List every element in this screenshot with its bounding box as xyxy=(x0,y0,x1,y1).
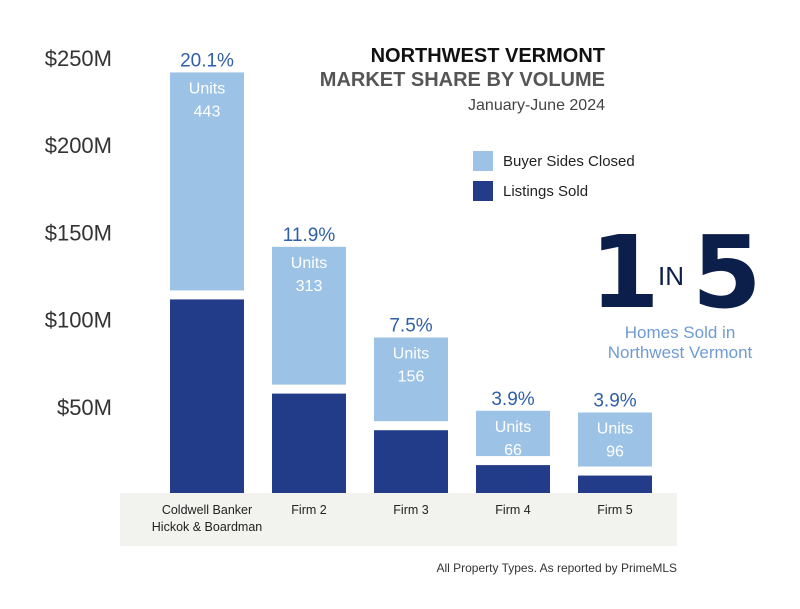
units-label-3: Units xyxy=(495,419,531,436)
one-in-five-stat: 1 IN 5 Homes Sold in Northwest Vermont xyxy=(590,215,770,365)
share-label-2: 7.5% xyxy=(389,316,432,337)
y-tick-label-1: $100M xyxy=(45,308,112,333)
legend-label-buyer-sides: Buyer Sides Closed xyxy=(503,152,635,170)
share-label-1: 11.9% xyxy=(283,225,336,246)
x-tick-label-3-0: Firm 4 xyxy=(495,503,530,517)
legend-item-listings-sold: Listings Sold xyxy=(473,180,635,202)
bars: 20.1% Units 443 11.9% Units 313 7.5% Units 156 3.… xyxy=(170,50,652,493)
units-value-4: 96 xyxy=(606,443,624,460)
bar-buyer-sides-1 xyxy=(272,246,346,385)
units-label-4: Units xyxy=(597,420,633,437)
bar-listings-sold-2 xyxy=(374,430,448,493)
units-value-3: 66 xyxy=(504,442,522,459)
bar-listings-sold-1 xyxy=(272,393,346,493)
legend-label-listings-sold: Listings Sold xyxy=(503,182,589,200)
x-tick-label-2-0: Firm 3 xyxy=(393,503,428,517)
y-tick-label-3: $200M xyxy=(45,133,112,158)
bar-buyer-sides-3 xyxy=(476,410,550,457)
stat-denominator: 5 xyxy=(692,214,762,331)
units-value-0: 443 xyxy=(194,103,221,120)
share-label-0: 20.1% xyxy=(180,50,234,71)
y-tick-label-2: $150M xyxy=(45,220,112,245)
x-tick-label-4-0: Firm 5 xyxy=(597,503,632,517)
stat-numerator: 1 xyxy=(590,214,660,331)
stat-caption-line-2: Northwest Vermont xyxy=(607,343,753,362)
share-label-4: 3.9% xyxy=(593,390,636,411)
units-value-2: 156 xyxy=(398,369,425,386)
bar-buyer-sides-4 xyxy=(578,412,652,467)
title-line-2: MARKET SHARE BY VOLUME xyxy=(319,69,605,91)
bar-buyer-sides-2 xyxy=(374,337,448,422)
x-axis: Coldwell Banker Hickok & Boardman Firm 2 Fi… xyxy=(152,503,633,534)
footnote: All Property Types. As reported by Prime… xyxy=(436,561,677,575)
category-band xyxy=(120,493,677,546)
x-tick-label-1-0: Firm 2 xyxy=(291,503,326,517)
y-axis: $50M $100M $150M $200M $250M xyxy=(45,46,112,420)
legend-swatch-buyer-sides xyxy=(473,151,493,171)
units-label-2: Units xyxy=(393,346,429,363)
stat-caption-line-1: Homes Sold in xyxy=(624,323,736,342)
y-tick-label-4: $250M xyxy=(45,46,112,71)
x-tick-label-0-1: Hickok & Boardman xyxy=(152,520,263,534)
y-tick-label-0: $50M xyxy=(57,395,112,420)
share-label-3: 3.9% xyxy=(491,389,534,410)
chart-title: NORTHWEST VERMONT MARKET SHARE BY VOLUME… xyxy=(320,44,605,118)
x-tick-label-0-0: Coldwell Banker xyxy=(162,503,252,517)
legend-item-buyer-sides: Buyer Sides Closed xyxy=(473,150,635,172)
bar-buyer-sides-0 xyxy=(170,72,244,291)
legend: Buyer Sides Closed Listings Sold xyxy=(473,150,635,210)
stat-connector: IN xyxy=(658,261,684,291)
bar-listings-sold-0 xyxy=(170,299,244,493)
units-label-1: Units xyxy=(291,255,327,272)
units-label-0: Units xyxy=(189,80,225,97)
units-value-1: 313 xyxy=(296,278,323,295)
bar-listings-sold-4 xyxy=(578,475,652,493)
title-line-1: NORTHWEST VERMONT xyxy=(370,45,605,67)
bar-listings-sold-3 xyxy=(476,465,550,493)
title-date-range: January-June 2024 xyxy=(468,97,605,114)
legend-swatch-listings-sold xyxy=(473,181,493,201)
